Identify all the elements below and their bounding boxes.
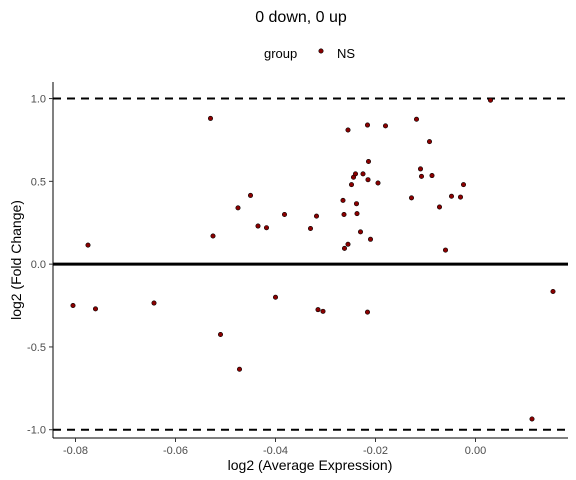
data-point	[364, 309, 370, 315]
data-point	[353, 201, 359, 207]
data-point	[442, 247, 448, 253]
data-point	[375, 180, 381, 186]
data-point	[487, 97, 493, 103]
data-point	[151, 300, 157, 306]
x-tick-label: -0.02	[363, 445, 388, 457]
data-point	[320, 308, 326, 314]
x-tick-label: -0.04	[263, 445, 288, 457]
data-point	[429, 173, 435, 179]
data-point	[341, 211, 347, 217]
data-point	[550, 288, 556, 294]
y-tick-label: 0.5	[31, 176, 46, 188]
data-point	[341, 245, 347, 251]
data-point	[529, 416, 535, 422]
data-point	[307, 226, 313, 232]
data-point	[315, 307, 321, 313]
data-point	[360, 171, 366, 177]
data-point	[408, 195, 414, 201]
data-point	[417, 166, 423, 172]
legend-title: group	[264, 46, 297, 61]
data-point	[457, 194, 463, 200]
y-tick-label: 0.0	[31, 259, 46, 271]
data-point	[248, 192, 254, 198]
data-point	[70, 303, 76, 309]
y-tick-label: -1.0	[27, 425, 46, 437]
data-point	[436, 204, 442, 210]
data-point	[382, 123, 388, 129]
data-point	[426, 139, 432, 145]
data-point	[93, 306, 99, 312]
data-point	[281, 211, 287, 217]
data-point	[345, 241, 351, 247]
data-point	[448, 193, 454, 199]
data-points	[70, 97, 556, 422]
data-point	[367, 236, 373, 242]
axes: -0.08 -0.06 -0.04 -0.02 0.00 -1.0 -0.5 0.0 0.5 1.…	[27, 82, 568, 457]
legend: group NS	[264, 46, 355, 61]
data-point	[235, 205, 241, 211]
x-tick-label: 0.00	[465, 445, 486, 457]
data-point	[357, 229, 363, 235]
data-point	[364, 122, 370, 128]
data-point	[352, 171, 358, 177]
chart-title: 0 down, 0 up	[255, 9, 347, 26]
y-tick-label: 1.0	[31, 94, 46, 106]
data-point	[255, 223, 261, 229]
data-point	[354, 211, 360, 217]
data-point	[348, 182, 354, 188]
data-point	[418, 173, 424, 179]
data-point	[272, 294, 278, 300]
y-axis-title: log2 (Fold Change)	[8, 200, 24, 320]
data-point	[340, 197, 346, 203]
data-point	[263, 225, 269, 231]
data-point	[313, 213, 319, 219]
y-tick-label: -0.5	[27, 342, 46, 354]
data-point	[218, 332, 224, 338]
reference-lines	[53, 97, 568, 431]
data-point	[345, 127, 351, 133]
legend-label-ns: NS	[337, 46, 355, 61]
x-tick-label: -0.08	[63, 445, 88, 457]
data-point	[365, 177, 371, 183]
legend-key-ns	[318, 48, 324, 54]
data-point	[237, 366, 243, 372]
data-point	[365, 158, 371, 164]
data-point	[210, 233, 216, 239]
x-axis-title: log2 (Average Expression)	[228, 457, 393, 473]
x-tick-label: -0.06	[163, 445, 188, 457]
data-point	[208, 115, 214, 121]
data-point	[460, 182, 466, 188]
data-point	[413, 116, 419, 122]
data-point	[85, 242, 91, 248]
